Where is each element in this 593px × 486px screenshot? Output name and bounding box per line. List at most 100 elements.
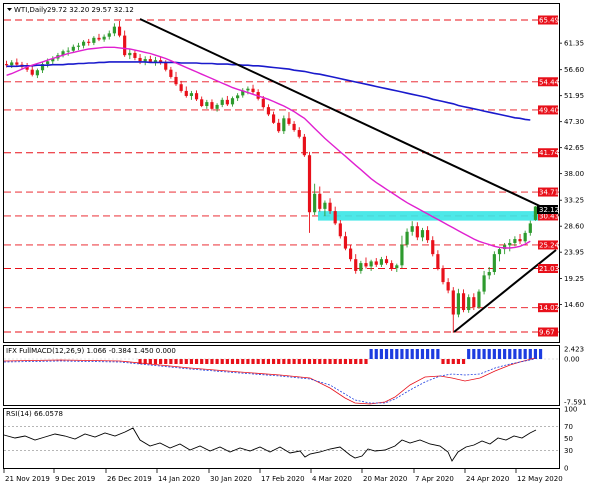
dropdown-triangle-icon[interactable] <box>7 8 12 11</box>
level-badge-label-0: 65.49 <box>539 17 559 25</box>
date-tick-label-3: 14 Jan 2020 <box>158 475 200 483</box>
candle-body-62 <box>323 202 327 209</box>
rsi-guides <box>4 426 559 451</box>
macd-bar-77 <box>400 349 404 359</box>
macd-bar-30 <box>159 359 163 364</box>
macd-bar-101 <box>523 349 527 359</box>
candle-body-63 <box>328 202 332 212</box>
macd-panel-frame <box>3 345 560 406</box>
price-tick-label-0: 61.35 <box>564 40 584 48</box>
level-badge-7 <box>538 264 558 274</box>
candle-body-74 <box>384 259 389 264</box>
candle-body-97 <box>503 245 507 250</box>
level-badge-label-3: 41.74 <box>539 149 560 157</box>
candle-body-54 <box>282 118 286 132</box>
candle-body-22 <box>117 26 122 36</box>
rsi-tick-label-3: 30 <box>564 447 573 455</box>
candle-body-30 <box>159 60 163 63</box>
macd-bar-62 <box>323 359 327 364</box>
macd-bar-41 <box>215 359 219 364</box>
price-tick-label-5: 38.00 <box>564 170 584 178</box>
macd-signal-line <box>3 357 536 405</box>
price-tick-label-9: 19.25 <box>564 275 584 283</box>
macd-title: IFX FullMACD(12,26,9) 1.066 -0.384 1.450… <box>6 347 176 355</box>
macd-bar-93 <box>482 349 486 359</box>
candle-body-77 <box>400 244 404 266</box>
symbol-label: WTI,Daily <box>14 6 47 14</box>
level-badge-label-1: 54.44 <box>539 78 560 86</box>
candle-body-35 <box>184 90 188 96</box>
macd-bar-60 <box>313 359 317 364</box>
candle-body-42 <box>220 99 224 105</box>
macd-bar-55 <box>287 359 291 364</box>
macd-bar-50 <box>261 359 265 364</box>
candle-body-69 <box>359 263 363 271</box>
level-badge-label-6: 25.24 <box>539 241 560 249</box>
candle-body-58 <box>302 136 306 156</box>
candle-body-78 <box>405 231 409 245</box>
macd-bar-92 <box>477 349 481 359</box>
macd-bar-49 <box>256 359 260 364</box>
candle-body-73 <box>379 259 383 265</box>
macd-bar-42 <box>220 359 224 364</box>
price-tick-label-3: 47.30 <box>564 118 584 126</box>
candle-body-9 <box>51 58 55 62</box>
date-tick-label-6: 4 Mar 2020 <box>312 475 352 483</box>
rsi-tick-label-2: 50 <box>564 435 573 443</box>
macd-bar-47 <box>246 359 250 364</box>
level-badge-6 <box>538 240 558 250</box>
macd-bar-28 <box>148 359 152 364</box>
level-badge-3 <box>538 148 558 158</box>
macd-bar-87 <box>451 359 455 364</box>
macd-bar-96 <box>497 349 502 359</box>
price-axis-ticks: 61.35 56.60 51.95 47.30 42.65 38.00 33.25 28.60… <box>559 40 584 309</box>
descending-trendline <box>139 18 560 216</box>
candle-body-55 <box>287 118 291 124</box>
macd-bar-43 <box>225 359 229 364</box>
macd-bar-34 <box>179 359 183 364</box>
candle-body-89 <box>461 293 466 311</box>
candle-body-70 <box>364 263 368 267</box>
current-price-badge <box>537 205 558 214</box>
candle-body-15 <box>81 41 86 46</box>
macd-bar-33 <box>174 359 178 364</box>
macd-bar-90 <box>467 349 471 359</box>
macd-bar-98 <box>508 349 512 359</box>
candle-body-95 <box>492 254 496 273</box>
macd-bar-51 <box>266 359 271 364</box>
date-tick-label-2: 26 Dec 2019 <box>107 475 152 483</box>
sma-slow-line <box>6 61 531 121</box>
candle-body-87 <box>451 290 455 315</box>
macd-bar-89 <box>461 359 466 364</box>
candle-body-99 <box>513 239 517 243</box>
macd-bar-45 <box>236 359 240 364</box>
rsi-line <box>3 427 537 462</box>
candle-body-72 <box>374 261 378 265</box>
candle-body-91 <box>472 297 476 308</box>
macd-bar-83 <box>431 349 435 359</box>
macd-tick-label-1: 0.00 <box>564 356 580 364</box>
candle-body-90 <box>467 297 471 311</box>
symbol-header: WTI,Daily 29.72 32.20 29.57 32.12 <box>7 6 134 14</box>
candle-body-20 <box>107 33 111 37</box>
level-badge-2 <box>538 105 558 115</box>
candle-body-23 <box>123 35 127 56</box>
candle-body-100 <box>518 239 522 242</box>
level-badge-1 <box>538 77 558 87</box>
date-tick-label-9: 24 Apr 2020 <box>466 475 509 483</box>
current-price-label: 32.12 <box>539 206 559 214</box>
macd-bar-85 <box>441 359 445 364</box>
price-level-badges: 65.49 54.44 49.40 41.74 34.71 30.43 25.24 21.03… <box>538 15 560 337</box>
candle-body-59 <box>307 155 312 213</box>
price-tick-label-4: 42.65 <box>564 144 584 152</box>
macd-bar-63 <box>328 359 332 364</box>
macd-bar-44 <box>230 359 235 364</box>
date-tick-label-7: 20 Mar 2020 <box>363 475 407 483</box>
macd-bar-68 <box>354 359 358 364</box>
macd-bar-35 <box>184 359 188 364</box>
sma-fast-line <box>6 46 531 249</box>
candle-body-71 <box>369 261 373 267</box>
date-tick-label-0: 21 Nov 2019 <box>5 475 50 483</box>
macd-bar-95 <box>492 349 496 359</box>
candle-body-36 <box>189 93 194 96</box>
